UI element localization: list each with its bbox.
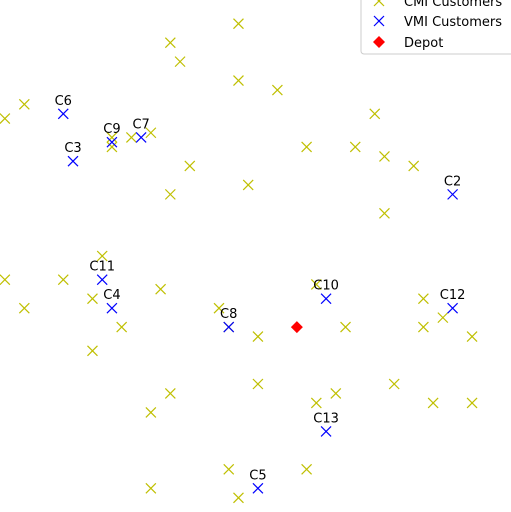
vmi-customer-label: C6 (55, 94, 72, 109)
cmi-customer-marker (0, 274, 11, 286)
cmi-customer-marker (174, 56, 186, 68)
cmi-customer-marker (242, 179, 254, 191)
legend-marker-vmi (373, 15, 385, 27)
cmi-customer-marker (0, 113, 11, 124)
legend-entry: CMI Customers (373, 0, 502, 10)
vmi-customer-label: C9 (103, 122, 120, 137)
cmi-customer-marker (417, 321, 429, 333)
cmi-customer-marker (145, 482, 157, 494)
cmi-customer-marker (125, 132, 137, 143)
vmi-customer-marker (252, 482, 264, 494)
vmi-customer-marker (106, 302, 118, 314)
vmi-customer-label: C2 (444, 174, 461, 189)
cmi-customer-marker (145, 407, 157, 418)
cmi-customer-marker (466, 331, 478, 343)
cmi-customer-marker (233, 492, 244, 504)
cmi-customer-marker (87, 293, 98, 305)
vmi-customer-marker (320, 425, 332, 437)
cmi-customer-marker (369, 108, 381, 120)
vmi-customer-label: C4 (103, 288, 120, 303)
legend-marker-depot (373, 36, 385, 48)
cmi-customer-marker (301, 141, 313, 153)
cmi-customer-marker (388, 378, 400, 390)
cmi-customer-marker (252, 331, 264, 343)
legend-label: Depot (404, 36, 443, 51)
vmi-customer-label: C10 (313, 279, 339, 294)
vmi-customer-marker (67, 155, 79, 167)
cmi-customer-marker (87, 345, 98, 357)
cmi-customer-marker (18, 98, 30, 110)
cmi-customer-marker (145, 127, 157, 139)
cmi-customer-marker (466, 397, 478, 409)
vmi-customer-marker (447, 302, 459, 314)
depot-layer (290, 321, 303, 334)
cmi-customer-marker (213, 302, 225, 314)
depot-marker (290, 321, 303, 334)
cmi-customer-marker (57, 274, 69, 286)
cmi-customer-marker (310, 279, 322, 290)
legend-entry: Depot (373, 36, 443, 51)
cmi-customer-marker (408, 160, 420, 172)
vmi-customer-marker (96, 274, 108, 286)
vmi-customer-label: C7 (132, 117, 149, 132)
cmi-customer-marker (106, 141, 118, 153)
cmi-customer-marker (18, 302, 30, 314)
cmi-customer-marker (184, 160, 196, 172)
cmi-customer-marker (379, 207, 390, 219)
cmi-customer-marker (427, 397, 439, 409)
legend-label: VMI Customers (404, 15, 502, 30)
vmi-customer-marker (223, 321, 235, 333)
cmi-customer-marker (164, 37, 176, 49)
cmi-customer-marker (349, 141, 361, 153)
vmi-customer-label: C13 (313, 411, 339, 426)
cmi-customer-marker (116, 321, 128, 333)
vmi-customer-label: C12 (440, 288, 466, 303)
legend: CMI Customers VMI Customers Depot (360, 0, 511, 55)
vmi-customer-marker (135, 132, 147, 143)
cmi-customer-marker (437, 312, 449, 324)
vmi-customer-label: C3 (64, 141, 81, 156)
cmi-customer-marker (330, 388, 342, 399)
cmi-customer-marker (96, 250, 108, 262)
cmi-customer-marker (252, 378, 264, 390)
vmi-customer-marker (106, 136, 118, 148)
cmi-customer-marker (417, 293, 429, 305)
cmi-customer-marker (164, 388, 176, 399)
vmi-customer-label: C8 (220, 307, 237, 322)
cmi-customer-marker (301, 463, 313, 475)
cmi-customer-marker (233, 18, 244, 30)
vmi-customer-marker (320, 293, 332, 305)
legend-marker-cmi (373, 0, 385, 7)
cmi-customer-marker (310, 397, 322, 409)
cmi-customer-marker (379, 151, 390, 162)
cmi-customer-marker (271, 84, 283, 96)
vmi-customer-marker (57, 108, 69, 120)
vmi-customers-layer: C2 C3 C4 C5 C6 C7 C8 C9 C10 C11 C12 C13 (55, 94, 466, 494)
vmi-customer-label: C11 (89, 260, 115, 275)
legend-entry: VMI Customers (373, 15, 502, 30)
cmi-customer-marker (233, 75, 244, 87)
cmi-customer-marker (340, 321, 351, 333)
vmi-customer-marker (447, 188, 459, 200)
cmi-customer-marker (164, 188, 176, 200)
cmi-customer-marker (106, 132, 118, 143)
cmi-customers-layer (0, 18, 478, 504)
legend-label: CMI Customers (404, 0, 502, 10)
cmi-customer-marker (223, 463, 235, 475)
vmi-customer-label: C5 (249, 468, 266, 483)
legend-frame (360, 0, 511, 55)
cmi-customer-marker (155, 283, 167, 295)
